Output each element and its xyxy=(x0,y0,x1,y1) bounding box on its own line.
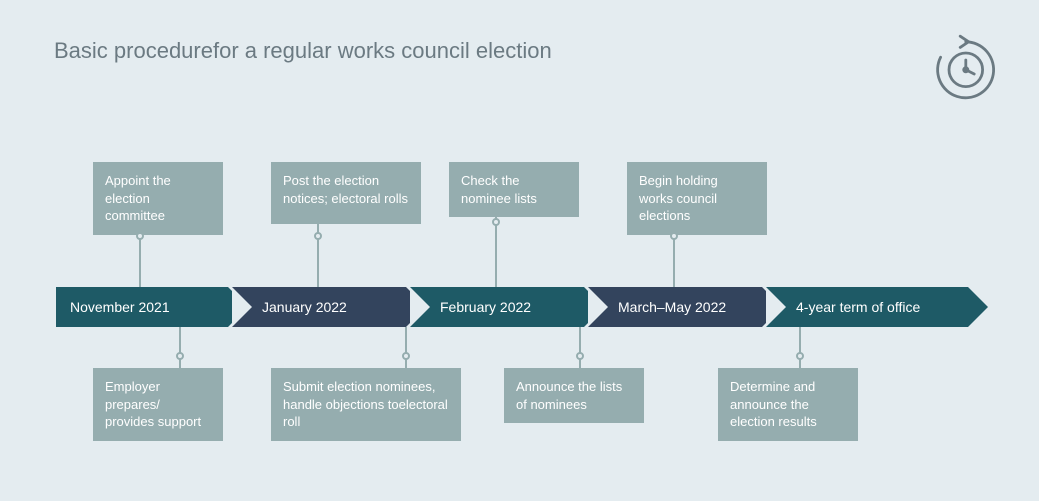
callout-top-0: Appoint the election committee xyxy=(93,162,223,235)
timeline-step-3: March–May 2022 xyxy=(588,287,762,327)
callout-top-1: Post the election notices; electoral rol… xyxy=(271,162,421,224)
connector-dot xyxy=(670,232,678,240)
timeline-canvas: Basic procedurefor a regular works counc… xyxy=(0,0,1039,501)
callout-top-2: Check the nominee lists xyxy=(449,162,579,217)
callout-bottom-1: Submit election nominees, handle objecti… xyxy=(271,368,461,441)
callout-bottom-2: Announce the lists of nominees xyxy=(504,368,644,423)
connector-dot xyxy=(492,218,500,226)
connector-line xyxy=(799,327,801,368)
timeline-step-1: January 2022 xyxy=(232,287,406,327)
connector-dot xyxy=(176,352,184,360)
timeline-step-4: 4-year term of office xyxy=(766,287,968,327)
connector-dot xyxy=(136,232,144,240)
connector-line xyxy=(405,327,407,368)
timeline-step-label: November 2021 xyxy=(70,299,170,315)
connector-dot xyxy=(314,232,322,240)
callout-bottom-3: Determine and announce the election resu… xyxy=(718,368,858,441)
callout-top-3: Begin holding works council elections xyxy=(627,162,767,235)
connector-line xyxy=(179,327,181,368)
page-title: Basic procedurefor a regular works counc… xyxy=(54,38,552,64)
timeline-step-2: February 2022 xyxy=(410,287,584,327)
connector-dot xyxy=(402,352,410,360)
connector-line xyxy=(579,327,581,368)
timeline-step-label: March–May 2022 xyxy=(618,299,726,315)
timeline-step-label: 4-year term of office xyxy=(796,299,920,315)
callout-bottom-0: Employer prepares/ provides support xyxy=(93,368,223,441)
timeline-step-label: January 2022 xyxy=(262,299,347,315)
timeline-step-label: February 2022 xyxy=(440,299,531,315)
connector-dot xyxy=(576,352,584,360)
connector-dot xyxy=(796,352,804,360)
timeline-step-0: November 2021 xyxy=(56,287,228,327)
clock-rewind-icon xyxy=(928,32,998,102)
